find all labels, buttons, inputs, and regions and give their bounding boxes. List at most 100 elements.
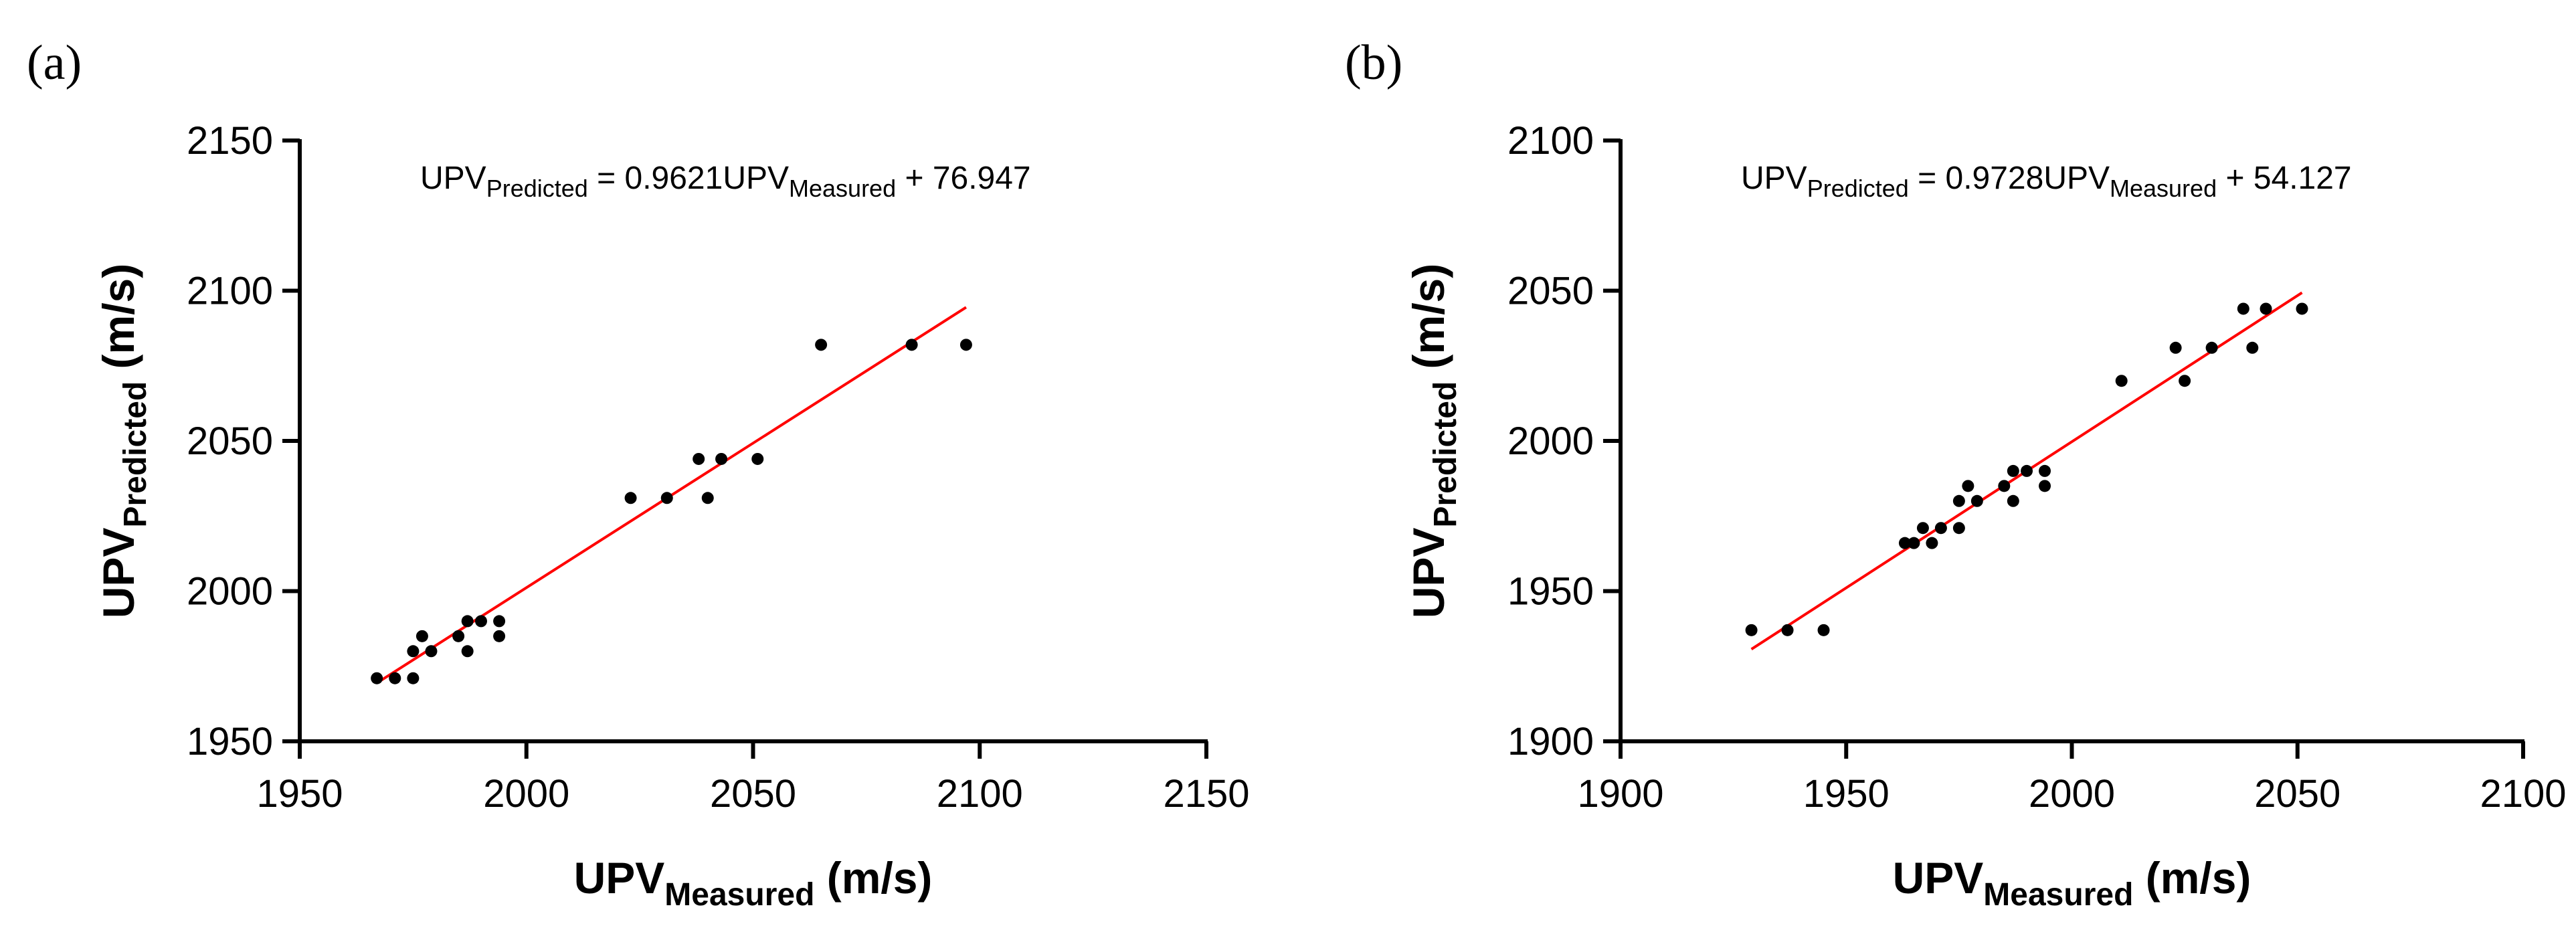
data-point (693, 452, 705, 465)
data-point (2021, 464, 2033, 477)
data-point (2169, 341, 2182, 354)
x-tick-label: 2100 (2480, 772, 2566, 816)
data-point (1962, 480, 1974, 492)
y-axis-title-subscript: Predicted (118, 381, 153, 528)
data-point (1926, 537, 1938, 549)
data-point (389, 672, 401, 684)
y-tick-label: 1950 (187, 720, 273, 763)
equation-mid-subscript: Measured (789, 175, 896, 202)
data-point (407, 645, 420, 658)
data-point (1952, 522, 1965, 535)
data-point (475, 615, 487, 628)
y-tick-label: 2050 (187, 420, 273, 463)
y-axis-title-base: UPV (94, 528, 143, 619)
regression-equation: UPVPredicted = 0.9621UPVMeasured + 76.94… (420, 161, 1031, 202)
data-point (416, 630, 428, 642)
x-axis-title-base: UPV (1893, 853, 1984, 903)
data-point (2039, 464, 2051, 477)
data-point (2296, 302, 2308, 315)
data-point (1952, 494, 1965, 507)
data-point (1916, 522, 1929, 535)
data-point (493, 615, 506, 628)
data-point (715, 452, 728, 465)
data-point (2205, 341, 2218, 354)
panel-label: (a) (27, 35, 82, 90)
y-tick-label: 2000 (1507, 420, 1594, 463)
x-axis-title-subscript: Measured (1983, 877, 2133, 913)
data-point (1998, 480, 2011, 492)
y-tick-label: 1900 (1507, 720, 1594, 763)
data-point (624, 492, 637, 504)
data-point (1745, 624, 1758, 636)
y-tick-label: 2150 (187, 119, 273, 163)
x-tick-label: 2000 (2029, 772, 2115, 816)
data-point (701, 492, 714, 504)
y-axis-title-base: UPV (1404, 528, 1453, 619)
x-axis-title-subscript: Measured (664, 877, 814, 913)
equation-coefficient: = 0.9621UPV (588, 161, 789, 196)
data-point (1934, 522, 1947, 535)
data-point (425, 645, 438, 658)
x-tick-label: 1950 (256, 772, 343, 816)
y-axis-title-subscript: Predicted (1428, 381, 1463, 528)
x-tick-label: 2000 (483, 772, 569, 816)
regression-equation: UPVPredicted = 0.9728UPVMeasured + 54.12… (1741, 161, 2352, 202)
data-point (493, 630, 506, 642)
data-point (815, 339, 828, 351)
y-tick-label: 2000 (187, 570, 273, 614)
equation-lhs-subscript: Predicted (486, 175, 588, 202)
data-point (2115, 375, 2128, 387)
x-axis-title: UPVMeasured (m/s) (574, 853, 933, 913)
equation-intercept: + 76.947 (896, 161, 1031, 196)
x-tick-label: 1950 (1803, 772, 1890, 816)
data-point (1781, 624, 1794, 636)
x-axis-title: UPVMeasured (m/s) (1893, 853, 2251, 913)
y-tick-label: 1950 (1507, 570, 1594, 614)
data-point (461, 645, 474, 658)
data-point (2260, 302, 2272, 315)
x-tick-label: 2050 (710, 772, 796, 816)
y-axis-title-unit: (m/s) (1404, 264, 1453, 381)
data-point (1970, 494, 1983, 507)
data-point (905, 339, 918, 351)
x-axis-title-unit: (m/s) (2133, 853, 2251, 903)
x-tick-label: 2150 (1163, 772, 1249, 816)
y-axis-title: UPVPredicted (m/s) (94, 264, 153, 619)
data-point (959, 339, 972, 351)
data-point (2179, 375, 2191, 387)
data-point (1817, 624, 1830, 636)
equation-mid-subscript: Measured (2110, 175, 2217, 202)
data-point (1898, 537, 1911, 549)
equation-coefficient: = 0.9728UPV (1909, 161, 2110, 196)
y-axis-title: UPVPredicted (m/s) (1404, 264, 1463, 619)
y-tick-label: 2100 (1507, 119, 1594, 163)
data-point (2007, 464, 2019, 477)
data-point (452, 630, 465, 642)
equation-lhs: UPV (1741, 161, 1807, 196)
data-point (2039, 480, 2051, 492)
equation-lhs: UPV (420, 161, 486, 196)
equation-lhs-subscript: Predicted (1807, 175, 1909, 202)
data-point (371, 672, 383, 684)
chart-panel-b: (b) 1900 1950 2000 2050 2100 1900 1950 2000 2050 2… (1345, 35, 2567, 913)
y-axis-title-unit: (m/s) (94, 264, 143, 381)
chart-panel-a: (a) 1950 2000 2050 2100 2150 1950 2000 2050 2100 2… (27, 35, 1250, 913)
equation-intercept: + 54.127 (2217, 161, 2352, 196)
data-point (407, 672, 420, 684)
x-axis-title-unit: (m/s) (814, 853, 932, 903)
data-point (461, 615, 474, 628)
y-tick-label: 2050 (1507, 270, 1594, 313)
data-point (2007, 494, 2019, 507)
panel-label: (b) (1345, 35, 1402, 90)
x-axis-title-base: UPV (574, 853, 665, 903)
data-point (2246, 341, 2259, 354)
data-point (751, 452, 764, 465)
data-point (660, 492, 673, 504)
x-tick-label: 2050 (2254, 772, 2340, 816)
y-tick-label: 2100 (187, 270, 273, 313)
x-tick-label: 2100 (937, 772, 1023, 816)
x-tick-label: 1900 (1577, 772, 1663, 816)
data-point (2237, 302, 2249, 315)
